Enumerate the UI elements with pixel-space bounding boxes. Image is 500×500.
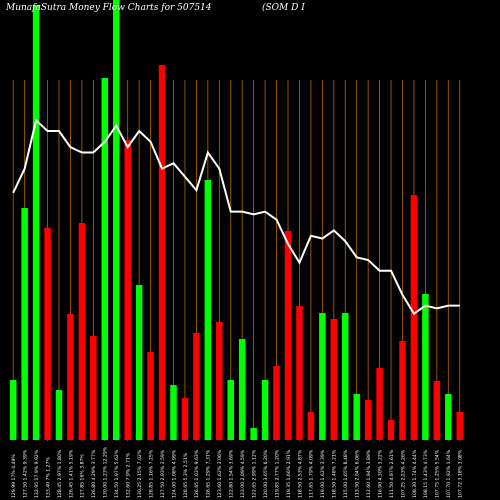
bar-19 xyxy=(216,322,223,440)
bar-24 xyxy=(273,366,280,440)
x-tick-label-6: 126.45 1.41% 5.19% xyxy=(68,449,74,498)
x-tick-label-23: 120.00 3.65% 6.20% xyxy=(263,449,269,498)
x-tick-label-36: 108.30 1.74% 4.44% xyxy=(412,449,418,498)
x-tick-label-39: 107.70 1.92% 1.64% xyxy=(446,449,452,498)
bar-38 xyxy=(433,381,441,440)
bar-20 xyxy=(227,380,234,440)
x-tick-label-24: 119.85 2.77% 1.20% xyxy=(274,449,280,498)
bar-1 xyxy=(9,380,17,440)
bar-6 xyxy=(67,314,74,440)
bar-27 xyxy=(307,412,315,440)
x-tick-label-32: 112.60 1.94% 3.89% xyxy=(366,449,372,498)
bar-2 xyxy=(21,208,28,440)
bar-21 xyxy=(238,339,246,440)
x-tick-label-16: 128.65 5.3% 2.51% xyxy=(183,452,189,498)
x-tick-label-11: 132.60 7.9% 2.71% xyxy=(126,452,132,498)
x-tick-label-38: 107.75 1.25% 5.54% xyxy=(435,449,441,498)
chart-title-left: MunafaSutra Money Flow Charts for 507514 xyxy=(5,3,212,13)
bar-33 xyxy=(376,368,383,440)
bar-8 xyxy=(90,336,97,440)
bar-35 xyxy=(399,341,406,440)
x-tick-label-33: 116.90 4.30% 3.22% xyxy=(377,449,383,498)
x-tick-label-35: 107.25 2.23% 4.26% xyxy=(400,449,406,498)
x-tick-label-27: 117.65 1.79% 4.09% xyxy=(309,449,315,498)
bar-29 xyxy=(330,319,338,440)
bar-12 xyxy=(135,285,143,440)
x-tick-label-30: 115.00 1.65% 8.48% xyxy=(343,449,349,498)
x-tick-label-19: 123.60 1.62% 3.06% xyxy=(217,449,223,498)
bar-4 xyxy=(44,228,51,440)
bar-22 xyxy=(250,428,257,440)
x-tick-label-29: 118.50 1.48% 7.21% xyxy=(332,449,338,498)
bar-13 xyxy=(147,352,154,440)
bar-39 xyxy=(445,394,452,440)
x-tick-label-40: 107.72 3.18% 3.08% xyxy=(458,449,464,498)
bar-30 xyxy=(342,313,349,440)
x-tick-label-17: 126.65 1.03% 9.63% xyxy=(194,449,200,498)
x-tick-label-21: 123.00 2.09% 4.59% xyxy=(240,449,246,498)
x-tick-label-18: 126.65 1.29% 7.31% xyxy=(206,449,212,498)
bar-34 xyxy=(387,420,395,440)
x-tick-label-34: 111.50 4.97% 2.61% xyxy=(389,449,395,498)
bar-25 xyxy=(284,231,292,440)
x-tick-label-12: 130.25 2.15% 7.02% xyxy=(137,449,143,498)
bar-28 xyxy=(319,313,326,440)
bar-10 xyxy=(113,0,120,440)
x-tick-label-14: 127.50 2.93% 3.59% xyxy=(160,449,166,498)
bar-7 xyxy=(78,223,86,440)
x-tick-label-8: 126.80 4.29% 3.77% xyxy=(91,449,97,498)
bar-31 xyxy=(353,394,360,440)
bar-15 xyxy=(170,385,177,440)
x-tick-label-9: 130.00 1.23% 12.29% xyxy=(103,446,109,498)
x-tick-label-4: 133.40 7% 1.27% xyxy=(45,456,51,498)
bar-16 xyxy=(181,398,189,440)
x-tick-label-7: 127.85 16% 3.87% xyxy=(80,454,86,498)
bar-37 xyxy=(422,294,429,440)
bar-series xyxy=(9,0,463,440)
bar-23 xyxy=(261,380,269,440)
chart-title-right: (SOM D I xyxy=(262,2,305,13)
bar-32 xyxy=(364,400,372,440)
bar-26 xyxy=(296,306,303,440)
x-tick-label-13: 128.85 1.16% 7.25% xyxy=(148,449,154,498)
x-tick-label-25: 119.35 1.66% 2.91% xyxy=(286,449,292,498)
x-tick-label-22: 122.65 2.99% 1.12% xyxy=(251,449,257,498)
x-tick-label-37: 108.15 1.43% 4.73% xyxy=(423,449,429,498)
x-tick-label-1: 129.99 17% 4.49% xyxy=(11,454,17,498)
bar-5 xyxy=(55,390,63,440)
x-tick-label-10: 134.50 1.97% 5.62% xyxy=(114,449,120,498)
bar-11 xyxy=(124,140,131,440)
x-tick-label-2: 127.50 1.42% 9.39% xyxy=(22,449,28,498)
x-tick-label-26: 118.50 2.53% 4.87% xyxy=(297,449,303,498)
bar-36 xyxy=(410,195,418,440)
x-tick-label-5: 128.45 2.97% 1.80% xyxy=(57,449,63,498)
bar-14 xyxy=(158,65,166,440)
bar-17 xyxy=(193,333,200,440)
x-tick-label-31: 113.50 2.04% 6.06% xyxy=(355,449,361,498)
x-tick-label-28: 119.00 1.62% 3.39% xyxy=(320,449,326,498)
x-tick-label-15: 124.00 1.08% 4.99% xyxy=(171,449,177,498)
bar-40 xyxy=(456,412,463,440)
x-tick-labels: 129.99 17% 4.49% 127.50 1.42% 9.39% 132.95… xyxy=(11,446,464,498)
bar-3 xyxy=(32,5,40,440)
x-tick-label-3: 132.95 17.9% 9.92% xyxy=(34,449,40,498)
bar-9 xyxy=(101,78,109,440)
bar-18 xyxy=(204,180,212,440)
price-line xyxy=(12,118,460,316)
x-tick-label-20: 122.80 1.54% 3.69% xyxy=(229,449,235,498)
